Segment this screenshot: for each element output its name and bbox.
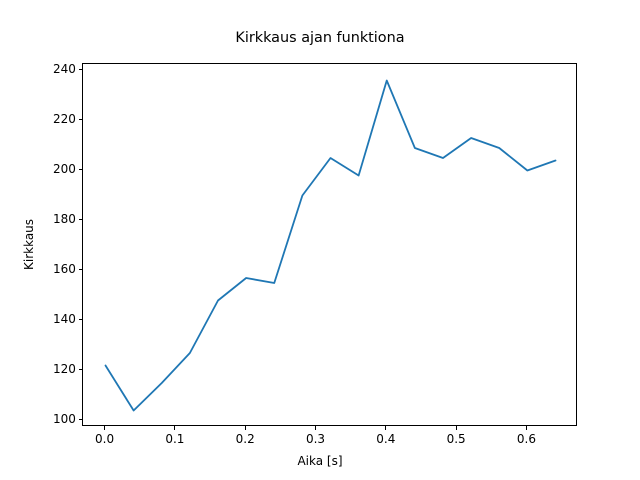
y-tick-label: 100: [53, 411, 76, 426]
y-tick-mark: [78, 368, 82, 371]
x-tick-mark: [244, 426, 246, 430]
y-tick-label: 220: [53, 111, 76, 126]
y-tick-label: 240: [53, 61, 76, 76]
y-tick-mark: [78, 168, 82, 171]
y-tick-label: 180: [53, 211, 76, 226]
x-tick-label: 0.2: [235, 432, 255, 446]
y-tick-mark: [78, 318, 82, 321]
x-tick-label: 0.1: [165, 432, 185, 446]
y-tick-mark: [78, 268, 82, 271]
x-tick-label: 0.3: [305, 432, 326, 446]
x-tick-label: 0.5: [446, 432, 466, 446]
chart-title: Kirkkaus ajan funktiona: [235, 30, 405, 46]
y-tick-mark: [78, 118, 82, 121]
y-tick-label: 200: [53, 161, 76, 176]
x-tick-mark: [385, 426, 387, 430]
plot-area: [82, 63, 577, 426]
y-tick-label: 140: [53, 311, 76, 326]
x-tick-mark: [525, 426, 527, 430]
y-tick-label: 160: [53, 261, 76, 276]
x-tick-label: 0.6: [516, 432, 536, 446]
y-tick-mark: [78, 218, 82, 221]
x-tick-mark: [174, 426, 176, 430]
line-series-svg: [104, 79, 557, 412]
x-axis-label: Aika [s]: [297, 454, 343, 468]
data-line: [104, 79, 557, 412]
y-tick-mark: [78, 68, 82, 71]
x-tick-mark: [103, 426, 106, 430]
x-tick-mark: [314, 426, 316, 430]
y-axis-label: Kirkkaus: [22, 218, 36, 270]
x-tick-label: 0.0: [95, 432, 115, 446]
y-tick-label: 120: [53, 361, 76, 376]
y-tick-mark: [78, 418, 82, 421]
x-tick-mark: [455, 426, 457, 430]
x-tick-label: 0.4: [376, 432, 396, 446]
